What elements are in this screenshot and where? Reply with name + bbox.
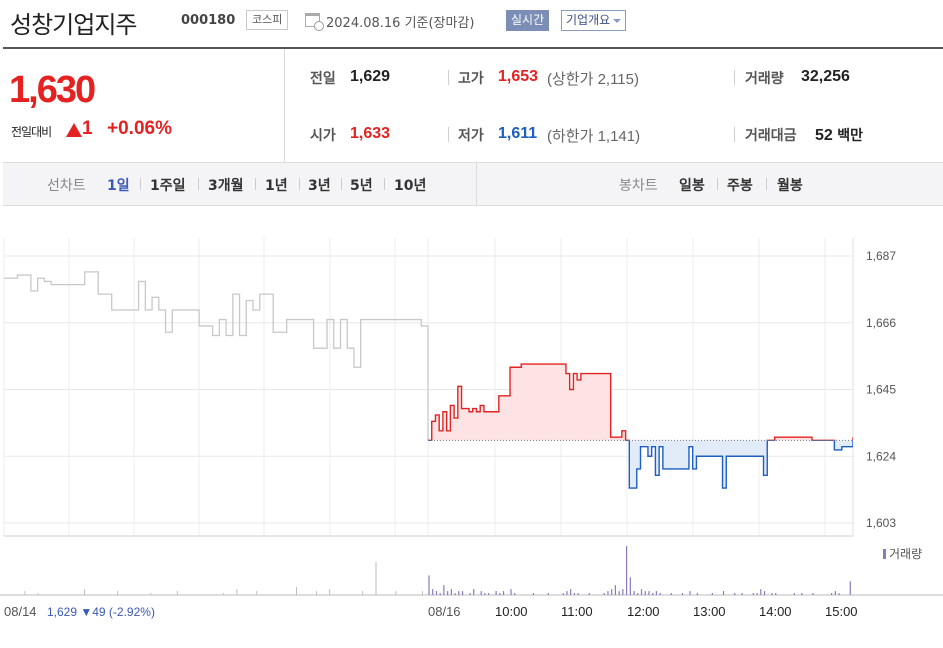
divider [299, 178, 300, 190]
volume-legend-swatch [883, 549, 886, 559]
change-percent: +0.06% [107, 118, 172, 139]
trade-amount-value: 52 [815, 127, 833, 144]
x-tick-label: 14:00 [759, 604, 792, 619]
y-tick-label: 1,645 [866, 383, 896, 397]
tab-monthly-candle[interactable]: 월봉 [777, 178, 803, 194]
tab-10year[interactable]: 10년 [394, 178, 427, 194]
up-triangle-icon [66, 123, 82, 137]
x-tick-label: 10:00 [495, 604, 528, 619]
prev-day-series-line [4, 271, 429, 441]
stock-header: 성창기업지주 000180 코스피 2024.08.16 기준(장마감) 실시간… [0, 0, 943, 40]
tabs-divider [476, 163, 477, 205]
today-area-up [428, 364, 853, 441]
divider [198, 178, 199, 190]
change-value: 1 [82, 118, 93, 139]
x-tick-label: 08/16 [428, 604, 461, 619]
trade-amount-label: 거래대금 [745, 128, 797, 144]
x-tick-label: 12:00 [627, 604, 660, 619]
upper-limit: (상한가 2,115) [547, 71, 639, 88]
tab-1week[interactable]: 1주일 [150, 178, 186, 194]
tab-1year[interactable]: 1년 [265, 178, 288, 194]
tab-3year[interactable]: 3년 [308, 178, 331, 194]
tab-weekly-candle[interactable]: 주봉 [727, 178, 753, 194]
chart-period-tabs: 선차트 1일 1주일 3개월 1년 3년 5년 10년 봉차트 일봉 주봉 월봉 [3, 163, 943, 206]
x-tick-label: 15:00 [825, 604, 858, 619]
low-value: 1,611 [498, 125, 538, 142]
divider [448, 127, 449, 142]
divider [341, 178, 342, 190]
prev-close-value: 1,629 [350, 68, 391, 85]
y-tick-label: 1,666 [866, 316, 896, 330]
trade-amount-unit: 백만 [837, 127, 864, 143]
company-name: 성창기업지주 [10, 11, 137, 39]
x-tick-label-prev-date: 08/14 [4, 604, 37, 619]
price-chart[interactable]: 1,687 1,666 1,645 1,624 1,603 거래량 08/14 1,629 ▼… [0, 206, 943, 648]
realtime-button[interactable]: 실시간 [506, 10, 550, 31]
trade-amount: 52 백만 [815, 125, 863, 145]
divider [717, 178, 718, 190]
high-value: 1,653 [498, 68, 539, 85]
tab-daily-candle[interactable]: 일봉 [679, 178, 705, 194]
volume-value: 32,256 [801, 68, 850, 85]
current-price: 1,630 [9, 69, 96, 111]
divider [766, 178, 767, 190]
divider [448, 70, 449, 85]
divider [140, 178, 141, 190]
x-tick-label: 11:00 [561, 604, 593, 619]
y-tick-label: 1,624 [866, 449, 896, 463]
open-label: 시가 [310, 128, 336, 144]
y-tick-label: 1,603 [866, 516, 896, 530]
prev-close-label: 전일 [310, 71, 336, 87]
tab-5year[interactable]: 5년 [350, 178, 373, 194]
line-chart-label: 선차트 [47, 178, 86, 194]
tab-1day[interactable]: 1일 [107, 178, 130, 194]
today-series-line-up [428, 363, 853, 441]
low-label: 저가 [458, 128, 484, 144]
prev-day-summary: 1,629 ▼49 (-2.92%) [47, 605, 155, 619]
tab-3month[interactable]: 3개월 [208, 178, 244, 194]
calendar-clock-icon [305, 13, 324, 31]
chevron-down-icon [613, 18, 622, 23]
today-series-line-down [428, 440, 853, 489]
current-price-box: 1,630 전일대비 1 +0.06% [3, 49, 285, 163]
divider [734, 127, 735, 142]
divider [384, 178, 385, 190]
reference-date: 2024.08.16 기준(장마감) [326, 16, 475, 31]
y-tick-label: 1,687 [866, 249, 896, 263]
stock-code: 000180 [181, 13, 236, 28]
today-area-down [629, 440, 853, 489]
open-value: 1,633 [350, 125, 391, 142]
high-label: 고가 [458, 71, 484, 87]
company-overview-label: 기업개요 [566, 13, 611, 27]
change-label: 전일대비 [11, 125, 52, 139]
price-summary: 1,630 전일대비 1 +0.06% 전일 1,629 고가 1,653 (상… [3, 47, 943, 163]
candle-chart-label: 봉차트 [619, 178, 658, 194]
x-tick-label: 13:00 [693, 604, 726, 619]
market-badge: 코스피 [246, 10, 289, 30]
volume-legend-label: 거래량 [889, 547, 922, 561]
divider [734, 70, 735, 85]
company-overview-dropdown[interactable]: 기업개요 [561, 10, 627, 31]
divider [255, 178, 256, 190]
lower-limit: (하한가 1,141) [547, 128, 641, 145]
volume-label: 거래량 [745, 71, 784, 87]
